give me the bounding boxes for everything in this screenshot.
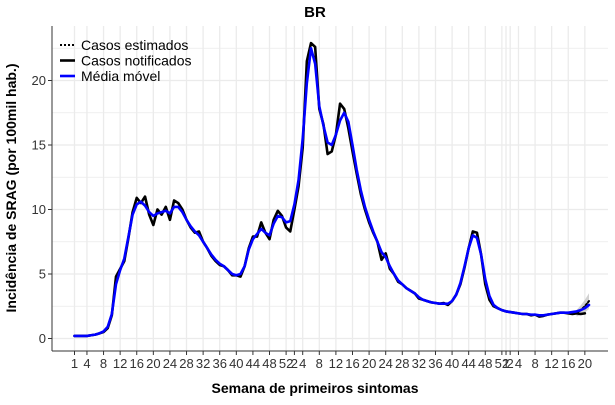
x-tick-label: 44 <box>461 356 475 371</box>
x-tick-label: 52 <box>495 356 509 371</box>
chart-title: BR <box>304 4 326 21</box>
y-tick-label: 15 <box>32 138 46 153</box>
x-tick-label: 52 <box>279 356 293 371</box>
series-casos-notificados <box>73 41 587 338</box>
series-lines <box>73 41 591 338</box>
x-tick-label: 40 <box>445 356 459 371</box>
x-tick-label: 36 <box>428 356 442 371</box>
x-tick-label: 1 <box>71 356 78 371</box>
x-tick-label: 4 <box>515 356 522 371</box>
x-tick-label: 8 <box>531 356 538 371</box>
x-tick-label: 32 <box>412 356 426 371</box>
x-tick-label: 20 <box>146 356 160 371</box>
x-tick-label: 12 <box>544 356 558 371</box>
x-tick-label: 44 <box>246 356 260 371</box>
x-tick-label: 20 <box>578 356 592 371</box>
x-tick-label: 16 <box>561 356 575 371</box>
x-axis-title: Semana de primeiros sintomas <box>212 380 419 396</box>
x-tick-label: 20 <box>362 356 376 371</box>
x-tick-label: 12 <box>329 356 343 371</box>
x-tick-label: 4 <box>299 356 306 371</box>
x-tick-label: 28 <box>395 356 409 371</box>
legend-label: Casos notificados <box>81 53 192 69</box>
x-tick-label: 2 <box>291 356 298 371</box>
legend-label: Média móvel <box>81 68 160 84</box>
y-tick-label: 5 <box>39 267 46 282</box>
x-tick-label: 40 <box>229 356 243 371</box>
x-tick-label: 48 <box>262 356 276 371</box>
x-tick-label: 48 <box>478 356 492 371</box>
x-tick-label: 24 <box>163 356 177 371</box>
y-tick-label: 0 <box>39 331 46 346</box>
x-tick-label: 2 <box>507 356 514 371</box>
x-tick-label: 32 <box>196 356 210 371</box>
grid <box>52 26 608 351</box>
x-tick-label: 4 <box>83 356 90 371</box>
y-tick-label: 10 <box>32 202 46 217</box>
x-tick-label: 8 <box>100 356 107 371</box>
y-axis-title: Incidência de SRAG (por 100mil hab.) <box>3 64 19 313</box>
x-tick-label: 36 <box>212 356 226 371</box>
x-tick-label: 1 <box>502 356 509 371</box>
x-tick-label: 12 <box>113 356 127 371</box>
legend-label: Casos estimados <box>81 37 188 53</box>
x-tick-label: 16 <box>345 356 359 371</box>
x-tick-label: 16 <box>130 356 144 371</box>
x-tick-label: 24 <box>378 356 392 371</box>
x-tick-label: 8 <box>316 356 323 371</box>
series-media-movel <box>73 46 591 338</box>
y-tick-label: 20 <box>32 73 46 88</box>
x-tick-label: 28 <box>179 356 193 371</box>
